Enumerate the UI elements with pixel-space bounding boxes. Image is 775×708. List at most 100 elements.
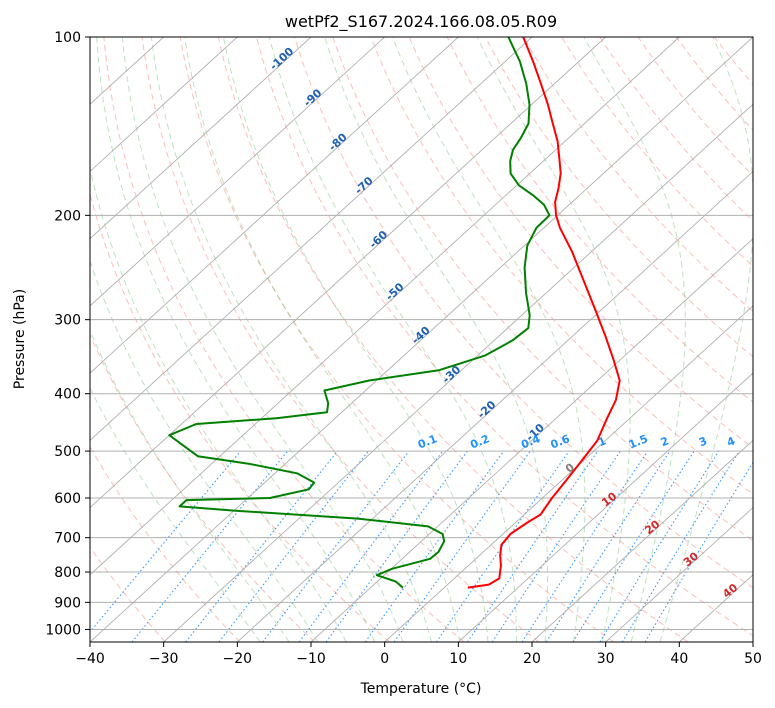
isotherm-label: -50 (383, 280, 407, 303)
wet-bulb-label: 10 (599, 489, 619, 509)
y-tick-label: 800 (54, 565, 81, 581)
moist-adiabat (222, 37, 489, 642)
dry-adiabat (714, 37, 753, 85)
isotherm-line (237, 170, 753, 642)
x-axis: −40 −30 −20 −10 0 10 20 30 40 50 (75, 642, 762, 667)
x-tick-label: 30 (597, 651, 615, 667)
x-tick-label: 40 (670, 651, 688, 667)
dry-adiabat (752, 37, 753, 39)
dry-adiabat (103, 37, 465, 642)
x-tick-label: 50 (744, 651, 762, 667)
mixing-ratio-label: 2 (659, 434, 671, 449)
mixing-ratio-label: 0.1 (416, 432, 439, 451)
mixing-ratio-label: 0.2 (468, 432, 491, 451)
isotherm-label: -40 (409, 324, 433, 347)
x-tick-label: −10 (296, 651, 326, 667)
mixing-ratio-line (364, 450, 505, 642)
mixing-ratio-line (599, 450, 720, 642)
dry-adiabat (179, 37, 614, 642)
dry-adiabat (256, 37, 753, 637)
x-tick-label: −40 (75, 651, 105, 667)
y-axis: 100 200 300 400 500 600 700 800 900 1000 (45, 30, 90, 638)
moist-adiabat (96, 37, 376, 642)
dry-adiabat (637, 37, 753, 177)
temperature-profile-line (467, 37, 621, 589)
isotherm-line (384, 305, 753, 642)
mixing-ratio-line (467, 450, 599, 642)
y-tick-label: 500 (54, 444, 81, 460)
isotherm-line (531, 439, 753, 642)
dry-adiabat (370, 37, 753, 495)
mixing-ratio-label: 1 (596, 434, 608, 449)
moist-adiabat (90, 387, 261, 642)
y-axis-label: Pressure (hPa) (12, 289, 28, 389)
mixing-ratio-line (521, 450, 649, 642)
moist-adiabat (659, 37, 753, 642)
isotherm-line (310, 238, 753, 642)
y-tick-label: 900 (54, 595, 81, 611)
moist-adiabat (184, 37, 461, 642)
mixing-ratio-label: 6 (766, 434, 775, 449)
mixing-ratio-line (262, 450, 410, 642)
moist-adiabat (121, 37, 404, 642)
mixing-ratio-line (298, 450, 444, 642)
isotherm-label: -60 (367, 228, 391, 251)
dry-adiabat (217, 37, 689, 642)
isotherm-line (90, 37, 238, 173)
isotherm-line (163, 103, 753, 642)
wet-bulb-label: 40 (720, 581, 740, 601)
plot-frame (89, 36, 754, 643)
mixing-ratio-line (218, 450, 369, 642)
dry-adiabat (446, 37, 753, 403)
mixing-ratio-line (545, 450, 671, 642)
mixing-ratio-line (325, 450, 468, 642)
isotherm-line (90, 37, 459, 374)
moist-adiabat (150, 37, 432, 642)
dry-adiabat (408, 37, 753, 449)
isotherm-line (752, 641, 753, 642)
y-tick-label: 400 (54, 387, 81, 403)
isotherm-line (90, 37, 385, 307)
dry-adiabat (484, 37, 753, 358)
isotherm-line (458, 372, 753, 642)
dry-adiabat (523, 37, 753, 313)
mixing-ratio-line (491, 450, 621, 642)
dry-adiabat (90, 546, 166, 642)
dry-adiabat (90, 445, 241, 642)
chart-title: wetPf2_S167.2024.166.08.05.R09 (285, 12, 557, 32)
x-tick-label: 0 (380, 651, 389, 667)
moist-adiabat (90, 328, 290, 642)
moist-adiabat (90, 259, 319, 642)
dry-adiabat (141, 37, 540, 642)
moist-adiabat (583, 37, 686, 642)
grid-lines (90, 37, 753, 642)
x-tick-label: −30 (149, 651, 179, 667)
isotherm-line (90, 37, 533, 441)
dry-adiabat (90, 333, 316, 642)
dry-adiabat (561, 37, 753, 267)
isotherm-line (90, 37, 606, 509)
isotherm-line (605, 506, 753, 642)
isotherm-line (90, 37, 680, 576)
y-tick-label: 200 (54, 208, 81, 224)
isotherm-label: -20 (475, 398, 499, 421)
dry-adiabat (332, 37, 753, 542)
moist-adiabat (268, 37, 517, 642)
isotherm-line (90, 37, 312, 240)
y-tick-label: 1000 (45, 622, 81, 638)
moist-adiabat (324, 37, 549, 642)
mixing-ratio-line (644, 461, 753, 642)
y-tick-label: 600 (54, 491, 81, 507)
mixing-ratio-line (131, 450, 289, 642)
mixing-ratio-line (435, 450, 570, 642)
mixing-ratio-label: 1.5 (627, 432, 650, 451)
isotherm-label: -100 (267, 45, 296, 73)
dewpoint-profile-line (168, 37, 551, 589)
x-axis-label: Temperature (°C) (360, 681, 482, 697)
isotherm-label: -80 (326, 130, 350, 153)
y-tick-label: 700 (54, 531, 81, 547)
mixing-ratio-label: 0.6 (549, 432, 572, 451)
profiles (168, 37, 621, 589)
isotherm-label: -90 (301, 86, 325, 109)
